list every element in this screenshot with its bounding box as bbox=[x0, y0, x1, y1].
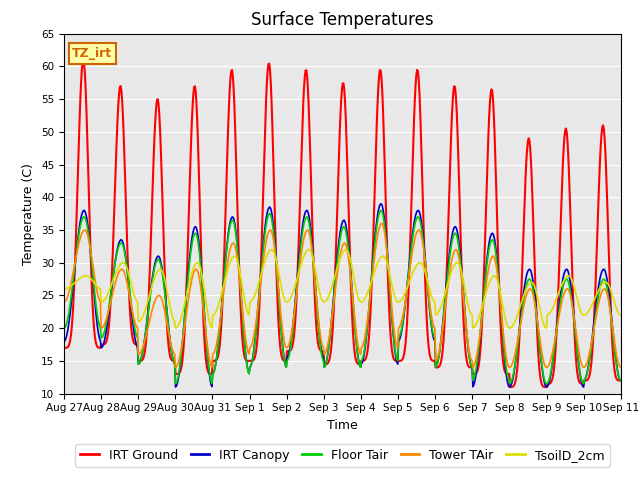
IRT Canopy bbox=[60, 338, 68, 344]
Floor Tair bbox=[377, 207, 385, 213]
Line: Floor Tair: Floor Tair bbox=[64, 210, 621, 384]
IRT Canopy bbox=[127, 307, 135, 313]
Text: TZ_irt: TZ_irt bbox=[72, 47, 113, 60]
Floor Tair bbox=[617, 378, 625, 384]
Tower TAir bbox=[411, 236, 419, 242]
Tower TAir bbox=[70, 265, 78, 271]
IRT Ground bbox=[543, 384, 550, 390]
Floor Tair bbox=[411, 222, 419, 228]
IRT Ground bbox=[79, 57, 87, 63]
IRT Ground bbox=[411, 97, 419, 103]
X-axis label: Time: Time bbox=[327, 419, 358, 432]
IRT Canopy bbox=[214, 349, 221, 355]
TsoilD_2cm bbox=[60, 286, 68, 292]
Line: Tower TAir: Tower TAir bbox=[64, 224, 621, 367]
Line: IRT Canopy: IRT Canopy bbox=[64, 204, 621, 387]
Tower TAir bbox=[184, 300, 192, 306]
Floor Tair bbox=[184, 276, 192, 282]
IRT Ground bbox=[617, 378, 625, 384]
Tower TAir bbox=[127, 303, 135, 309]
TsoilD_2cm bbox=[214, 306, 221, 312]
IRT Ground bbox=[70, 285, 78, 291]
TsoilD_2cm bbox=[411, 265, 419, 271]
IRT Canopy bbox=[617, 378, 625, 384]
Tower TAir bbox=[617, 364, 625, 370]
TsoilD_2cm bbox=[342, 247, 349, 252]
TsoilD_2cm bbox=[70, 280, 78, 286]
IRT Ground bbox=[428, 356, 435, 362]
Line: IRT Ground: IRT Ground bbox=[64, 60, 621, 387]
TsoilD_2cm bbox=[127, 282, 135, 288]
IRT Canopy bbox=[428, 320, 435, 326]
IRT Canopy bbox=[580, 384, 588, 390]
IRT Ground bbox=[185, 216, 193, 222]
TsoilD_2cm bbox=[617, 312, 625, 318]
Tower TAir bbox=[378, 221, 385, 227]
Tower TAir bbox=[60, 299, 68, 305]
Tower TAir bbox=[214, 337, 221, 343]
TsoilD_2cm bbox=[184, 286, 192, 292]
Floor Tair bbox=[428, 318, 435, 324]
Floor Tair bbox=[580, 381, 588, 387]
TsoilD_2cm bbox=[543, 325, 550, 331]
TsoilD_2cm bbox=[428, 292, 435, 298]
IRT Canopy bbox=[70, 273, 78, 278]
Legend: IRT Ground, IRT Canopy, Floor Tair, Tower TAir, TsoilD_2cm: IRT Ground, IRT Canopy, Floor Tair, Towe… bbox=[76, 444, 609, 467]
Floor Tair bbox=[70, 269, 78, 275]
IRT Ground bbox=[60, 345, 68, 351]
IRT Canopy bbox=[377, 201, 385, 207]
Line: TsoilD_2cm: TsoilD_2cm bbox=[64, 250, 621, 328]
Title: Surface Temperatures: Surface Temperatures bbox=[251, 11, 434, 29]
IRT Ground bbox=[214, 353, 222, 359]
Floor Tair bbox=[127, 302, 135, 308]
Floor Tair bbox=[214, 350, 221, 356]
Y-axis label: Temperature (C): Temperature (C) bbox=[22, 163, 35, 264]
IRT Canopy bbox=[184, 273, 192, 279]
IRT Canopy bbox=[411, 216, 419, 222]
Floor Tair bbox=[60, 325, 68, 331]
Tower TAir bbox=[428, 311, 435, 316]
IRT Ground bbox=[128, 333, 136, 338]
